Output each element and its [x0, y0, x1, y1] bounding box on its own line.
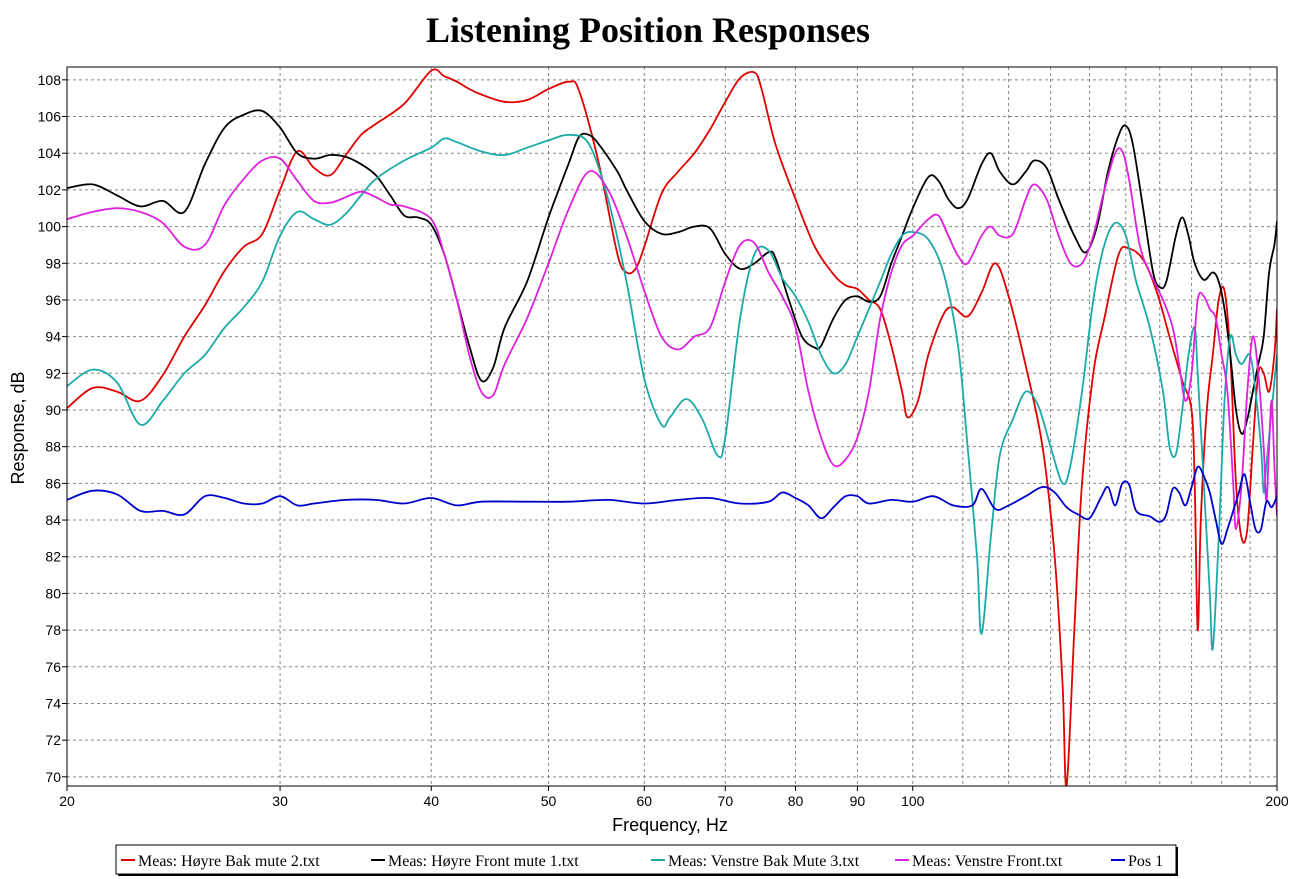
series-line-5 — [67, 465, 1277, 545]
legend-item-5: Pos 1 — [1111, 853, 1163, 870]
grid — [66, 67, 1278, 786]
legend-label: Meas: Venstre Bak Mute 3.txt — [668, 853, 860, 870]
y-tick-label: 70 — [45, 769, 61, 785]
series-line-4 — [67, 147, 1277, 531]
legend-item-4: Meas: Venstre Front.txt — [895, 853, 1063, 870]
x-axis: 20 30 40 50 60 70 80 90 100 200 — [59, 786, 1289, 809]
y-tick-label: 84 — [45, 512, 61, 528]
series-lines — [67, 68, 1277, 786]
x-tick-label: 90 — [850, 793, 866, 809]
legend-item-2: Meas: Høyre Front mute 1.txt — [371, 853, 579, 870]
x-tick-label: 70 — [718, 793, 734, 809]
y-axis-title: Response, dB — [8, 371, 28, 484]
y-tick-label: 88 — [45, 439, 61, 455]
legend-item-3: Meas: Venstre Bak Mute 3.txt — [651, 853, 860, 870]
y-tick-label: 106 — [38, 109, 62, 125]
y-axis: 70 72 74 76 78 80 82 84 86 88 90 92 94 96 98 100 102 104 1… — [38, 72, 67, 785]
legend-box — [115, 844, 1177, 875]
x-tick-label: 60 — [637, 793, 653, 809]
chart-title: Listening Position Responses — [426, 10, 870, 50]
x-tick-label: 80 — [788, 793, 804, 809]
y-tick-label: 76 — [45, 659, 61, 675]
y-tick-label: 94 — [45, 329, 61, 345]
y-tick-label: 102 — [38, 182, 62, 198]
y-tick-label: 82 — [45, 549, 61, 565]
plot-area-frame — [66, 66, 1278, 787]
x-tick-label: 50 — [541, 793, 557, 809]
x-tick-label: 30 — [272, 793, 288, 809]
y-tick-label: 98 — [45, 255, 61, 271]
y-tick-label: 96 — [45, 292, 61, 308]
legend-box-shadow-right — [1176, 847, 1178, 876]
legend-item-1: Meas: Høyre Bak mute 2.txt — [121, 853, 320, 870]
y-tick-label: 100 — [38, 219, 62, 235]
series-line-2 — [67, 109, 1277, 435]
y-tick-label: 108 — [38, 72, 62, 88]
y-tick-label: 90 — [45, 402, 61, 418]
legend-label: Meas: Høyre Bak mute 2.txt — [138, 853, 320, 870]
legend-label: Meas: Høyre Front mute 1.txt — [388, 853, 579, 870]
y-tick-label: 86 — [45, 475, 61, 491]
x-tick-label: 40 — [423, 793, 439, 809]
y-tick-label: 78 — [45, 622, 61, 638]
legend-label: Pos 1 — [1128, 853, 1163, 870]
legend-label: Meas: Venstre Front.txt — [912, 853, 1063, 870]
y-tick-label: 72 — [45, 732, 61, 748]
y-tick-label: 104 — [38, 145, 62, 161]
legend-box-shadow-bottom — [118, 874, 1178, 876]
x-axis-title: Frequency, Hz — [612, 815, 728, 835]
y-tick-label: 92 — [45, 365, 61, 381]
series-line-3 — [67, 133, 1277, 651]
series-line-1 — [67, 68, 1277, 786]
x-tick-label: 100 — [901, 793, 925, 809]
x-tick-label: 200 — [1265, 793, 1289, 809]
legend: Meas: Høyre Bak mute 2.txt Meas: Høyre Fr… — [115, 844, 1178, 876]
x-tick-label: 20 — [59, 793, 75, 809]
y-tick-label: 80 — [45, 585, 61, 601]
y-tick-label: 74 — [45, 695, 61, 711]
